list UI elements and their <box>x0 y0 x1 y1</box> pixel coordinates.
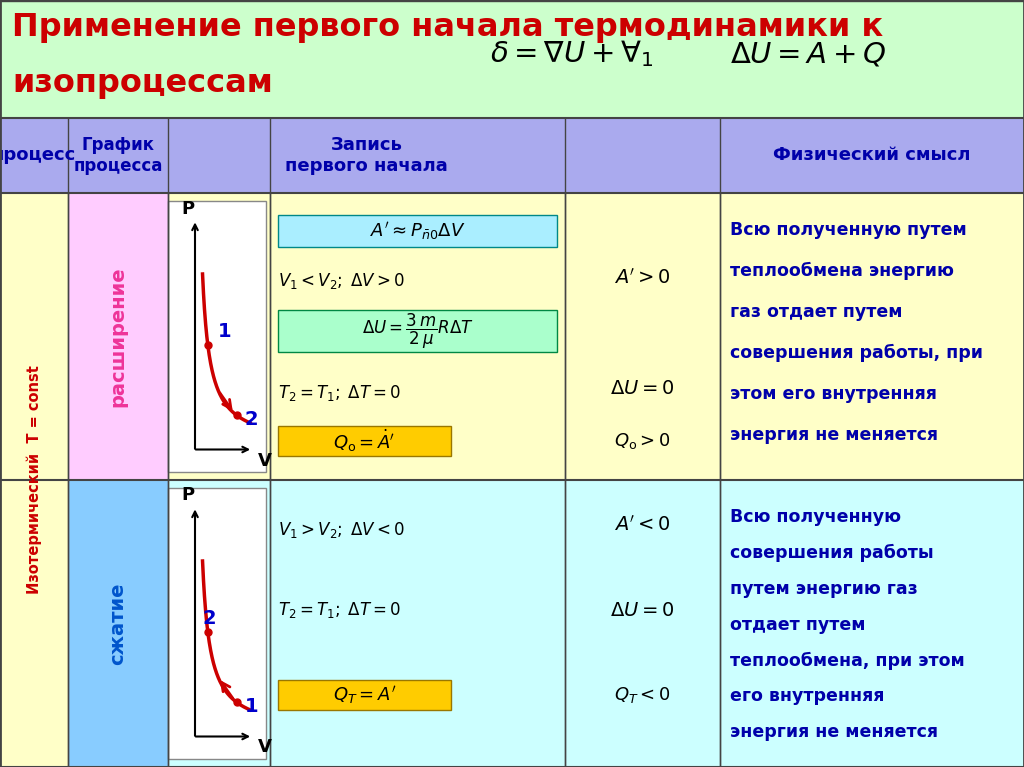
Text: $Q_{\text{о}} > 0$: $Q_{\text{о}} > 0$ <box>614 431 671 451</box>
Text: 2: 2 <box>203 608 216 627</box>
Text: $Q_T = A'$: $Q_T = A'$ <box>333 684 396 706</box>
Text: $A' \approx P_{\bar{n}0}\Delta V$: $A' \approx P_{\bar{n}0}\Delta V$ <box>370 220 465 242</box>
Text: $\Delta U = \dfrac{3\,m}{2\,\mu}R\Delta T$: $\Delta U = \dfrac{3\,m}{2\,\mu}R\Delta … <box>361 311 473 351</box>
Text: Запись
первого начала: Запись первого начала <box>285 136 447 175</box>
FancyBboxPatch shape <box>168 201 266 472</box>
FancyBboxPatch shape <box>68 193 168 480</box>
Text: $\Delta U = 0$: $\Delta U = 0$ <box>610 378 675 397</box>
Text: V: V <box>258 739 272 756</box>
Text: V: V <box>258 452 272 469</box>
Text: $A' < 0$: $A' < 0$ <box>614 515 671 535</box>
Text: $Q_{\text{о}} = \dot{A}'$: $Q_{\text{о}} = \dot{A}'$ <box>334 428 395 454</box>
Text: энергия не меняется: энергия не меняется <box>730 723 938 741</box>
Text: Всю полученную путем: Всю полученную путем <box>730 221 967 239</box>
Text: отдает путем: отдает путем <box>730 616 865 634</box>
Text: теплообмена энергию: теплообмена энергию <box>730 262 954 280</box>
Text: $V_1 > V_2;\;\Delta V < 0$: $V_1 > V_2;\;\Delta V < 0$ <box>278 520 404 540</box>
FancyBboxPatch shape <box>168 488 266 759</box>
FancyBboxPatch shape <box>278 680 451 710</box>
Text: Изотермический  T = const: Изотермический T = const <box>27 366 42 594</box>
Text: 2: 2 <box>245 410 258 430</box>
Text: P: P <box>181 199 195 218</box>
Text: Всю полученную: Всю полученную <box>730 508 901 526</box>
FancyBboxPatch shape <box>0 0 1024 118</box>
Text: $V_1 < V_2;\;\Delta V > 0$: $V_1 < V_2;\;\Delta V > 0$ <box>278 271 404 291</box>
Text: $A' > 0$: $A' > 0$ <box>614 268 671 288</box>
Text: расширение: расширение <box>109 266 128 407</box>
Text: 1: 1 <box>218 321 231 341</box>
Text: теплообмена, при этом: теплообмена, при этом <box>730 651 965 670</box>
Text: График
процесса: График процесса <box>74 136 163 175</box>
Text: $Q_T < 0$: $Q_T < 0$ <box>614 685 671 705</box>
Text: сжатие: сжатие <box>109 582 128 665</box>
FancyBboxPatch shape <box>0 193 68 767</box>
Text: газ отдает путем: газ отдает путем <box>730 303 902 321</box>
Text: Физический смысл: Физический смысл <box>773 146 971 164</box>
Text: совершения работы, при: совершения работы, при <box>730 344 983 362</box>
Text: 1: 1 <box>245 697 258 716</box>
Text: $\Delta U = 0$: $\Delta U = 0$ <box>610 601 675 620</box>
Text: P: P <box>181 486 195 505</box>
Text: совершения работы: совершения работы <box>730 544 934 562</box>
Text: $\delta = \nabla U + \forall_1$: $\delta = \nabla U + \forall_1$ <box>490 38 653 69</box>
FancyBboxPatch shape <box>68 480 168 767</box>
Text: путем энергию газ: путем энергию газ <box>730 580 918 597</box>
FancyBboxPatch shape <box>0 118 1024 193</box>
Text: этом его внутренняя: этом его внутренняя <box>730 385 937 403</box>
Text: $T_2 = T_1;\;\Delta T = 0$: $T_2 = T_1;\;\Delta T = 0$ <box>278 383 401 403</box>
Text: Применение первого начала термодинамики к: Применение первого начала термодинамики … <box>12 12 884 43</box>
Text: $\Delta U = A + Q$: $\Delta U = A + Q$ <box>730 40 887 68</box>
FancyBboxPatch shape <box>278 310 557 352</box>
Text: его внутренняя: его внутренняя <box>730 687 885 706</box>
Text: изопроцессам: изопроцессам <box>12 68 272 99</box>
FancyBboxPatch shape <box>278 426 451 456</box>
Text: $T_2 = T_1;\;\Delta T = 0$: $T_2 = T_1;\;\Delta T = 0$ <box>278 600 401 620</box>
Text: процесс: процесс <box>0 146 76 164</box>
FancyBboxPatch shape <box>278 215 557 247</box>
FancyBboxPatch shape <box>0 193 1024 480</box>
FancyBboxPatch shape <box>0 480 1024 767</box>
Text: энергия не меняется: энергия не меняется <box>730 426 938 444</box>
